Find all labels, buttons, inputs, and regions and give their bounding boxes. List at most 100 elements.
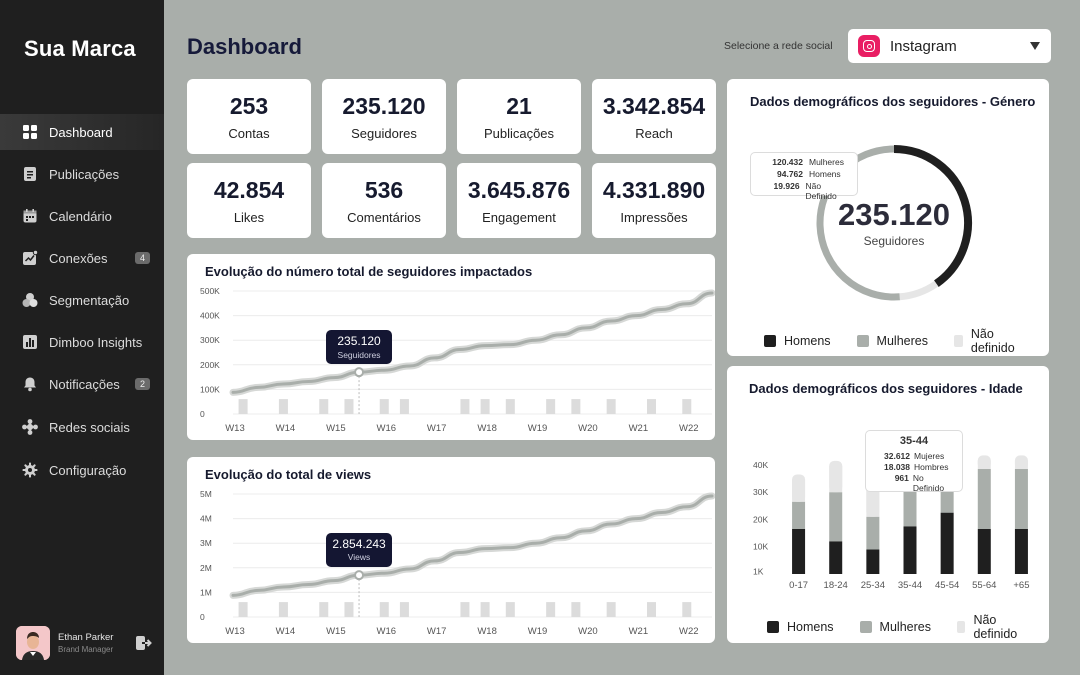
kpi-value: 3.342.854 — [602, 93, 706, 119]
data-point-marker — [354, 570, 365, 581]
series-line — [231, 494, 714, 597]
kpi-value: 253 — [229, 93, 269, 119]
gear-icon — [22, 462, 38, 478]
x-tick-label: W22 — [679, 423, 699, 434]
user-profile[interactable]: Ethan Parker Brand Manager — [16, 626, 156, 660]
nav-label: Conexões — [49, 250, 108, 266]
x-tick-label: +65 — [1013, 580, 1029, 591]
x-tick-label: W14 — [276, 626, 296, 637]
bar-segment — [866, 549, 880, 574]
chart-bar — [319, 602, 329, 617]
x-tick-label: W15 — [326, 423, 346, 434]
x-tick-label: W15 — [326, 626, 346, 637]
tooltip-value: 94.762 — [777, 169, 803, 179]
followers-line-chart: 500K 400K 300K 200K 100K 0 W13 W14 W15 W16 W17 W18 W… — [200, 286, 715, 434]
social-network-select[interactable]: Instagram — [848, 29, 1051, 63]
nav-item-publicacoes[interactable]: Publicações — [0, 156, 164, 192]
x-tick-label: W14 — [276, 423, 296, 434]
y-tick-label: 2M — [200, 563, 212, 573]
donut-center-label: Seguidores — [863, 234, 925, 248]
age-chart-panel: Dados demográficos dos seguidores - Idad… — [727, 366, 1049, 643]
bar-segment-fill — [977, 460, 991, 469]
kpi-card-comentarios: 536 Comentários — [322, 163, 446, 238]
nav-label: Segmentação — [49, 292, 130, 308]
y-tick-label: 4M — [200, 514, 212, 524]
count-badge: 4 — [134, 252, 150, 264]
x-tick-label: 25-34 — [861, 580, 885, 591]
kpi-card-reach: 3.342.854 Reach — [592, 79, 716, 154]
y-tick-label: 30K — [753, 487, 768, 497]
chart-bar — [646, 399, 656, 414]
sidebar: Sua Marca Dashboard Publicações Calendár… — [0, 0, 164, 675]
tooltip-label: Views — [347, 552, 371, 563]
gender-tooltip: 120.432 Mulheres 94.762 Homens 19.926 Não D… — [750, 152, 858, 201]
chart-bar — [571, 602, 581, 617]
legend-swatch — [767, 621, 779, 633]
kpi-value: 235.120 — [342, 93, 426, 119]
chart-bar — [344, 602, 354, 617]
kpi-label: Seguidores — [351, 126, 417, 141]
kpi-card-likes: 42.854 Likes — [187, 163, 311, 238]
kpi-card-contas: 253 Contas — [187, 79, 311, 154]
age-legend: Homens Mulheres Não definido — [767, 613, 1049, 641]
chart-tooltip: 2.854.243 Views — [326, 533, 393, 568]
chart-bar — [319, 399, 329, 414]
x-tick-label: 0-17 — [789, 580, 808, 591]
x-tick-label: W21 — [629, 423, 649, 434]
logout-icon[interactable] — [134, 634, 152, 652]
document-icon — [22, 166, 38, 182]
nav-label: Redes sociais — [49, 419, 130, 435]
data-point-marker — [354, 367, 365, 378]
y-tick-label: 500K — [200, 286, 220, 296]
bar-segment — [1014, 469, 1028, 529]
x-tick-label: W20 — [578, 626, 598, 637]
nav-item-redes-sociais[interactable]: Redes sociais — [0, 409, 164, 445]
bar-segment-fill — [792, 479, 806, 502]
bar-segment — [829, 541, 843, 574]
x-tick-label: W13 — [225, 626, 245, 637]
nav-item-conexoes[interactable]: Conexões 4 — [0, 240, 164, 276]
legend-swatch — [859, 621, 872, 633]
nav-item-segmentacao[interactable]: Segmentação — [0, 282, 164, 318]
gender-legend: Homens Mulheres Não definido — [764, 327, 1049, 355]
gender-donut-chart — [816, 145, 972, 301]
nav-item-dashboard[interactable]: Dashboard — [0, 114, 164, 150]
kpi-card-publicacoes: 21 Publicações — [457, 79, 581, 154]
connections-icon — [22, 249, 39, 266]
profile-role: Brand Manager — [58, 645, 114, 654]
kpi-card-seguidores: 235.120 Seguidores — [322, 79, 446, 154]
chart-bar — [480, 602, 490, 617]
nav-item-configuracao[interactable]: Configuração — [0, 452, 164, 488]
chart-bar — [546, 602, 556, 617]
nav-item-calendario[interactable]: Calendário — [0, 198, 164, 234]
nav-item-notificacoes[interactable]: Notificações 2 — [0, 366, 164, 402]
bar-segment — [792, 501, 806, 529]
x-tick-label: W17 — [427, 626, 447, 637]
chart-bar — [546, 399, 556, 414]
x-tick-label: W16 — [376, 626, 396, 637]
nav-label: Dashboard — [49, 124, 113, 140]
chart-bar — [278, 399, 288, 414]
legend-swatch — [856, 335, 869, 347]
y-tick-label: 200K — [200, 360, 220, 370]
profile-name: Ethan Parker — [58, 632, 114, 643]
x-tick-label: W20 — [578, 423, 598, 434]
chart-bar — [460, 602, 470, 617]
legend-label: Homens — [784, 334, 831, 348]
nav-label: Calendário — [49, 208, 112, 224]
chart-bar — [606, 602, 616, 617]
y-tick-label: 10K — [753, 542, 768, 552]
chart-bar — [399, 399, 409, 414]
nav-item-dimboo-insights[interactable]: Dimboo Insights — [0, 324, 164, 360]
tooltip-value: 2.854.243 — [332, 537, 386, 552]
tooltip-value: 120.432 — [772, 157, 803, 167]
nav-label: Notificações — [49, 376, 120, 392]
tooltip-label: Mulheres — [809, 157, 844, 167]
nav-label: Configuração — [49, 462, 127, 478]
chart-bar — [238, 602, 248, 617]
count-badge: 2 — [134, 378, 150, 390]
legend-swatch — [956, 621, 966, 633]
kpi-value: 21 — [506, 93, 532, 119]
legend-label: Não definido — [973, 613, 1018, 641]
bar-segment — [792, 529, 806, 574]
